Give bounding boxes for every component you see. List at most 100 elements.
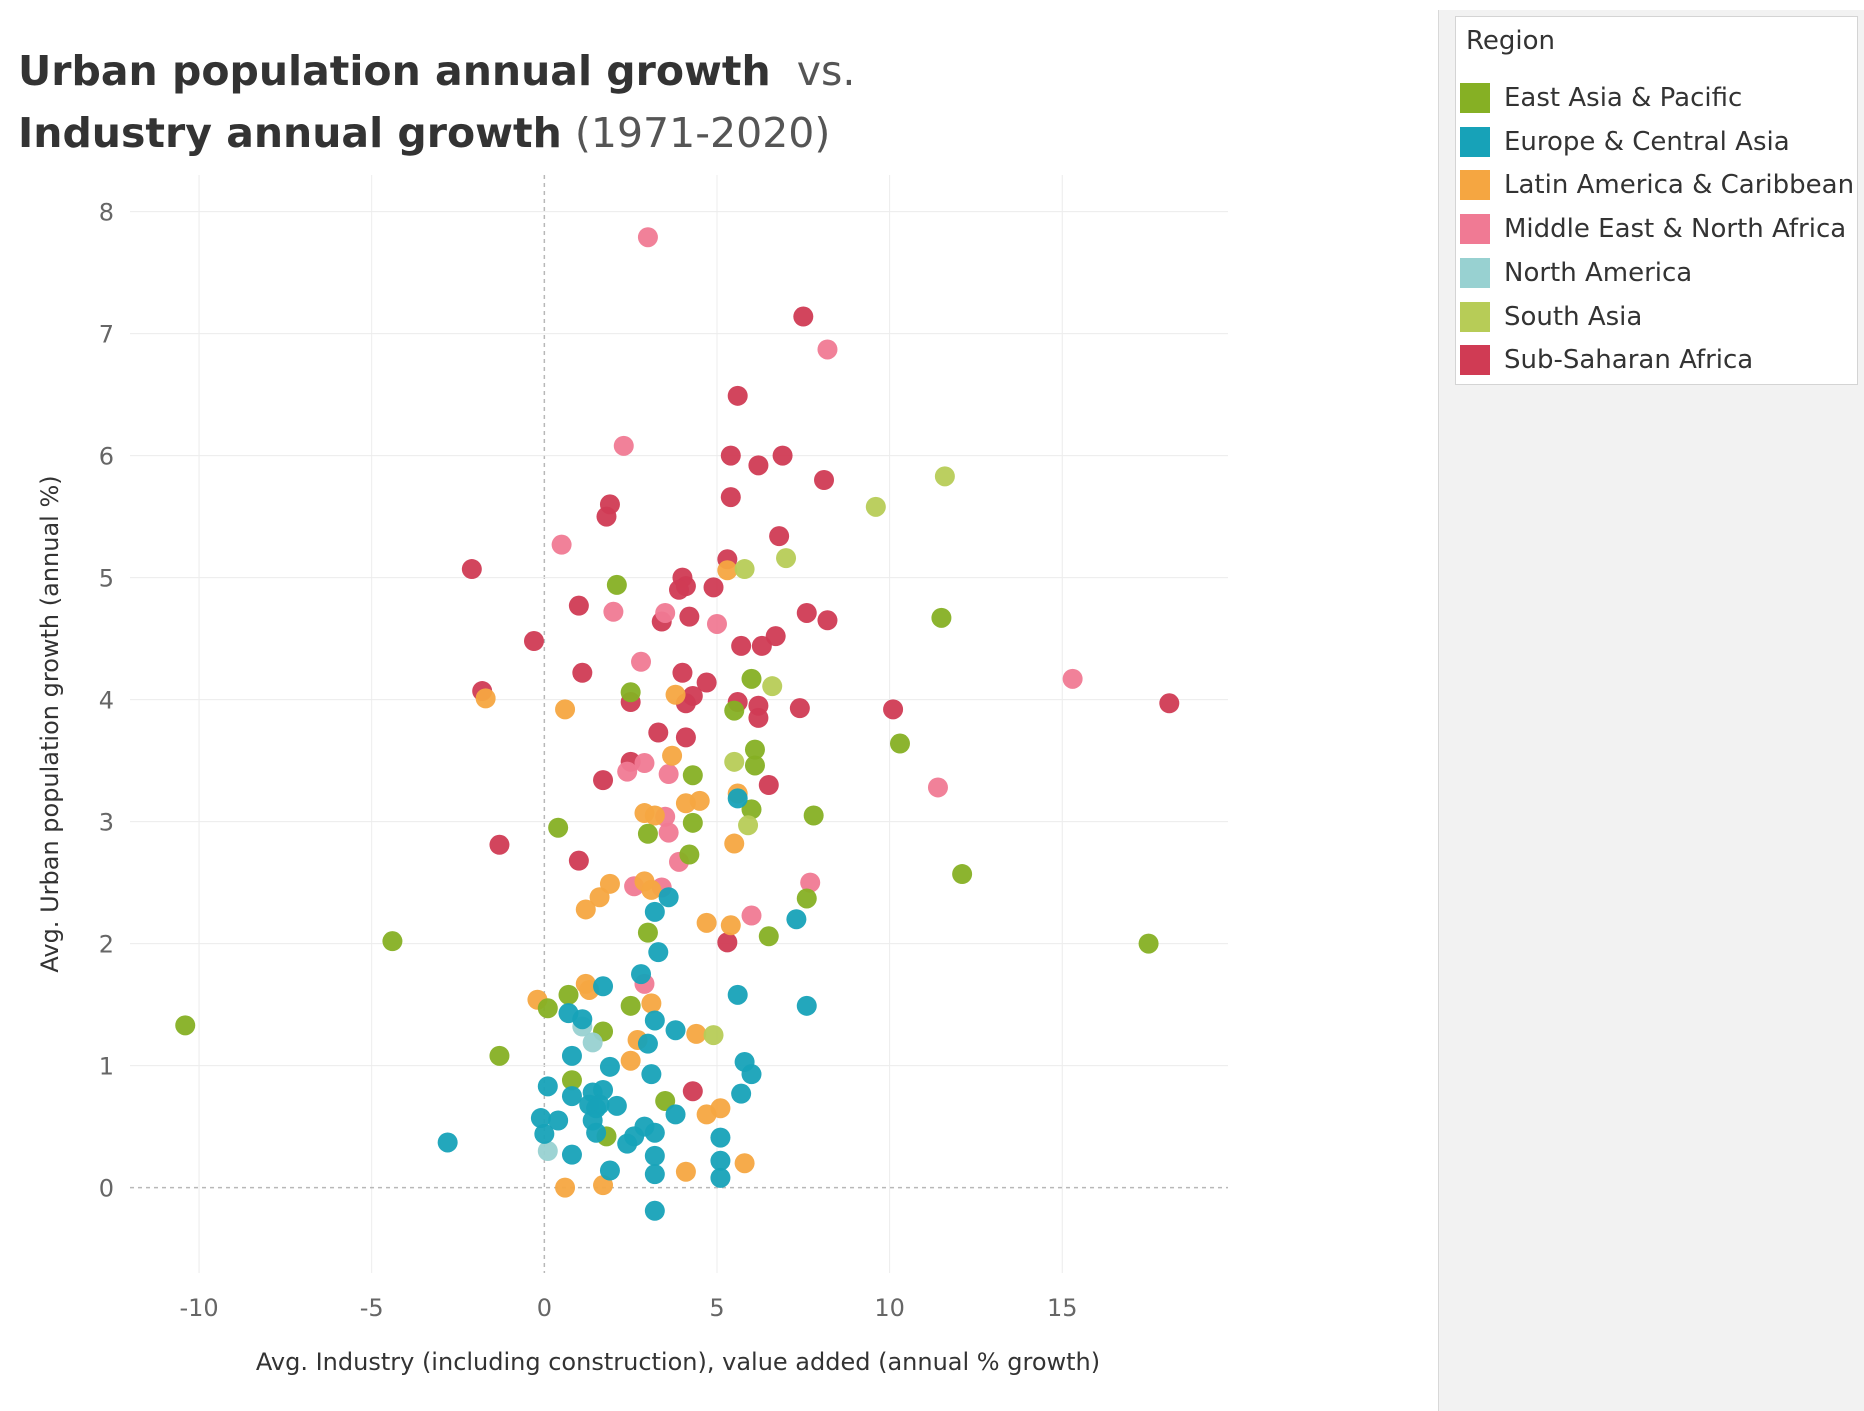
data-point[interactable] — [665, 684, 686, 705]
data-point[interactable] — [727, 385, 748, 406]
data-point[interactable] — [637, 1033, 658, 1054]
legend-item[interactable]: Middle East & North Africa — [1460, 211, 1846, 247]
data-point[interactable] — [679, 844, 700, 865]
data-point[interactable] — [720, 445, 741, 466]
data-point[interactable] — [727, 984, 748, 1005]
data-point[interactable] — [724, 751, 745, 772]
data-point[interactable] — [534, 1123, 555, 1144]
data-point[interactable] — [710, 1127, 731, 1148]
data-point[interactable] — [555, 699, 576, 720]
data-point[interactable] — [641, 1064, 662, 1085]
data-points[interactable] — [175, 227, 1180, 1221]
data-point[interactable] — [720, 487, 741, 508]
data-point[interactable] — [582, 1032, 603, 1053]
data-point[interactable] — [772, 445, 793, 466]
data-point[interactable] — [814, 470, 835, 490]
data-point[interactable] — [769, 526, 790, 547]
data-point[interactable] — [786, 909, 807, 930]
data-point[interactable] — [537, 1141, 558, 1161]
data-point[interactable] — [738, 815, 759, 836]
data-point[interactable] — [865, 496, 886, 517]
data-point[interactable] — [796, 602, 817, 623]
data-point[interactable] — [696, 672, 717, 693]
data-point[interactable] — [558, 984, 579, 1005]
data-point[interactable] — [655, 602, 676, 623]
data-point[interactable] — [682, 812, 703, 833]
data-point[interactable] — [682, 685, 703, 706]
legend-item[interactable]: East Asia & Pacific — [1460, 80, 1742, 116]
data-point[interactable] — [758, 775, 779, 795]
data-point[interactable] — [658, 822, 679, 843]
data-point[interactable] — [669, 579, 689, 600]
data-point[interactable] — [631, 651, 652, 672]
legend-item[interactable]: North America — [1460, 255, 1692, 291]
data-point[interactable] — [382, 931, 403, 952]
data-point[interactable] — [744, 755, 765, 776]
data-point[interactable] — [644, 805, 665, 826]
data-point[interactable] — [883, 699, 904, 720]
data-point[interactable] — [561, 1144, 582, 1165]
data-point[interactable] — [682, 1081, 703, 1102]
data-point[interactable] — [658, 887, 679, 908]
data-point[interactable] — [817, 339, 838, 360]
data-point[interactable] — [548, 1110, 569, 1131]
data-point[interactable] — [741, 799, 762, 820]
data-point[interactable] — [931, 607, 952, 628]
data-point[interactable] — [796, 888, 817, 909]
data-point[interactable] — [717, 932, 738, 953]
data-point[interactable] — [724, 700, 745, 721]
data-point[interactable] — [741, 905, 762, 926]
data-point[interactable] — [648, 942, 669, 963]
legend-item[interactable]: Latin America & Caribbean — [1460, 167, 1854, 203]
data-point[interactable] — [758, 926, 779, 947]
data-point[interactable] — [637, 922, 658, 943]
data-point[interactable] — [696, 912, 717, 933]
data-point[interactable] — [720, 915, 741, 936]
data-point[interactable] — [1159, 693, 1180, 714]
data-point[interactable] — [589, 887, 610, 908]
data-point[interactable] — [586, 1122, 607, 1143]
data-point[interactable] — [741, 1064, 762, 1085]
data-point[interactable] — [748, 455, 769, 476]
data-point[interactable] — [620, 995, 641, 1016]
data-point[interactable] — [731, 635, 752, 656]
data-point[interactable] — [537, 998, 558, 1019]
data-point[interactable] — [548, 817, 569, 838]
data-point[interactable] — [675, 1161, 696, 1182]
data-point[interactable] — [665, 1104, 686, 1125]
data-point[interactable] — [952, 864, 973, 885]
data-point[interactable] — [706, 613, 727, 634]
data-point[interactable] — [637, 227, 658, 248]
data-point[interactable] — [710, 1167, 731, 1188]
data-point[interactable] — [648, 722, 669, 743]
data-point[interactable] — [793, 306, 814, 327]
data-point[interactable] — [617, 1133, 638, 1154]
data-point[interactable] — [741, 668, 762, 689]
data-point[interactable] — [437, 1132, 458, 1153]
data-point[interactable] — [672, 662, 693, 683]
data-point[interactable] — [765, 626, 786, 647]
data-point[interactable] — [658, 764, 679, 785]
data-point[interactable] — [731, 1083, 752, 1104]
data-point[interactable] — [631, 964, 652, 985]
data-point[interactable] — [734, 559, 755, 580]
data-point[interactable] — [748, 707, 769, 728]
data-point[interactable] — [606, 1095, 627, 1116]
data-point[interactable] — [675, 727, 696, 748]
data-point[interactable] — [710, 1098, 731, 1119]
data-point[interactable] — [593, 770, 614, 791]
data-point[interactable] — [637, 823, 658, 844]
data-point[interactable] — [686, 1023, 707, 1044]
data-point[interactable] — [620, 1050, 641, 1071]
data-point[interactable] — [662, 745, 683, 766]
data-point[interactable] — [606, 574, 627, 595]
data-point[interactable] — [641, 993, 662, 1014]
data-point[interactable] — [762, 676, 783, 697]
legend-item[interactable]: Sub-Saharan Africa — [1460, 342, 1753, 378]
data-point[interactable] — [551, 534, 572, 555]
data-point[interactable] — [751, 635, 772, 656]
data-point[interactable] — [575, 899, 596, 920]
data-point[interactable] — [665, 1020, 686, 1041]
data-point[interactable] — [679, 606, 700, 627]
data-point[interactable] — [727, 788, 748, 809]
